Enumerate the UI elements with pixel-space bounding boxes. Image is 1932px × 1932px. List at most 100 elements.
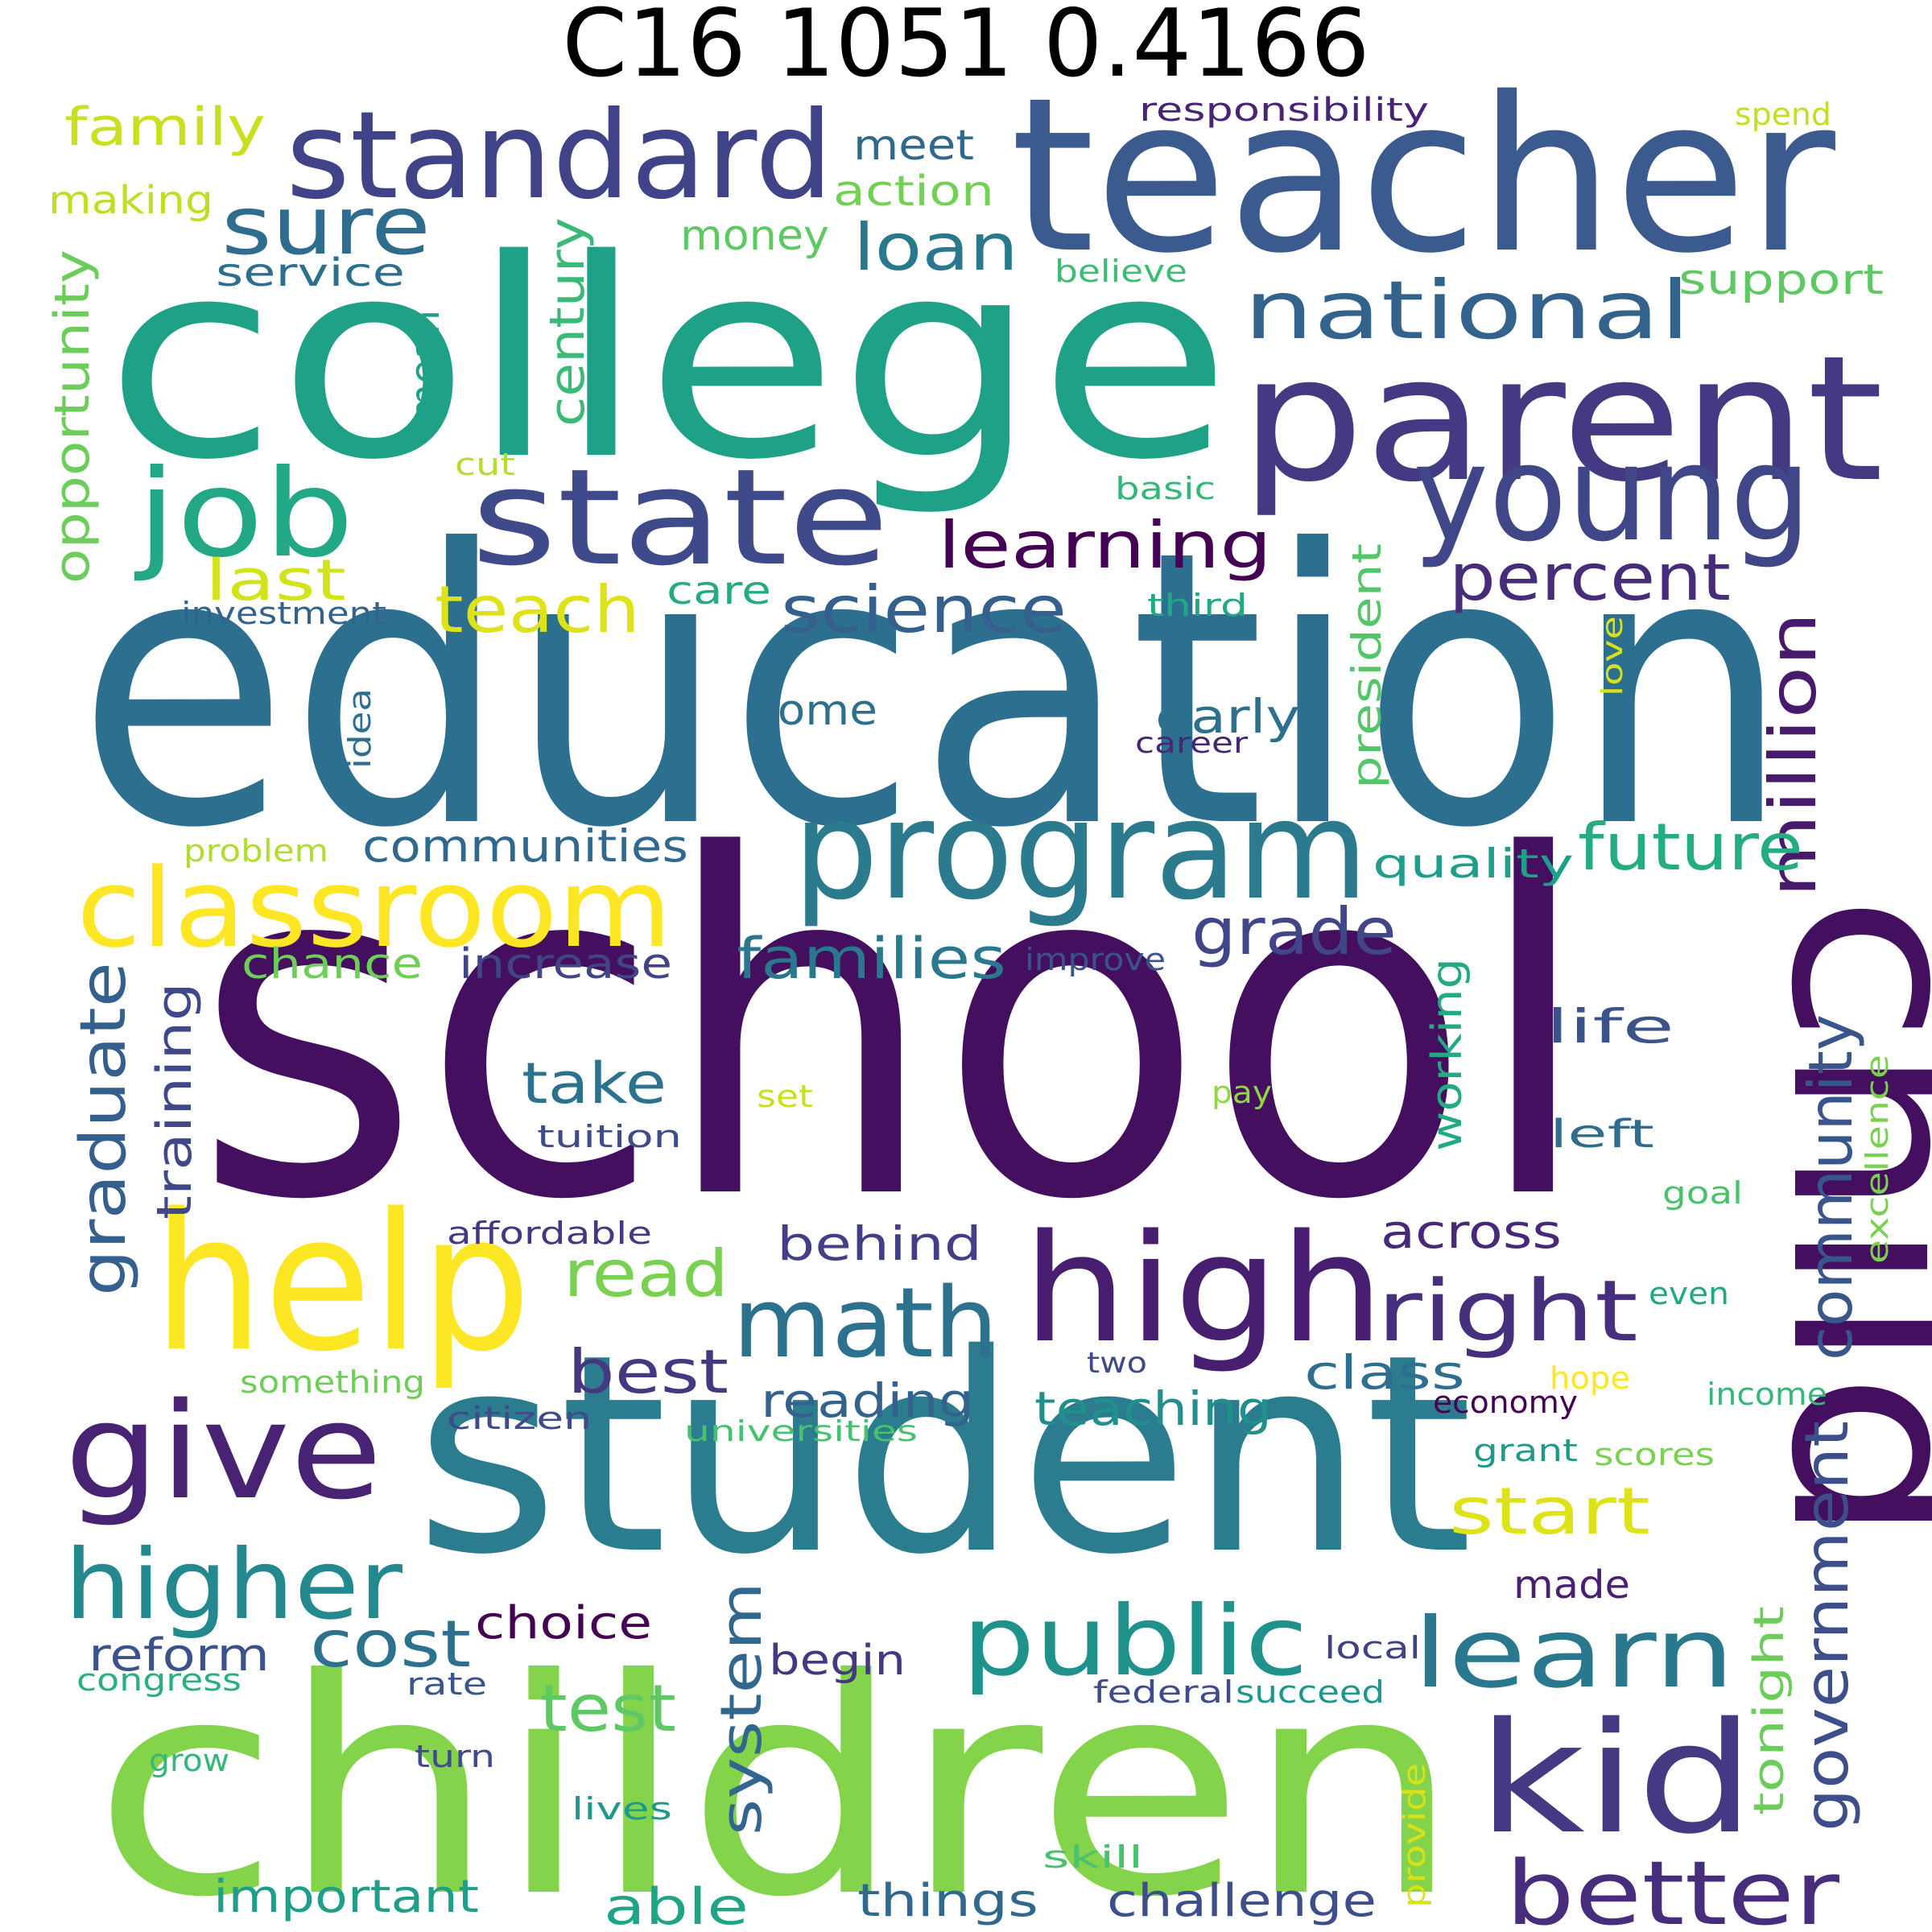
word-cost: cost <box>310 1607 471 1682</box>
word-training: training <box>147 982 203 1220</box>
word-goal: goal <box>1662 1175 1743 1211</box>
word-tuition: tuition <box>537 1119 682 1154</box>
word-system: system <box>708 1582 774 1835</box>
word-believe: believe <box>1055 254 1187 289</box>
word-learning: learning <box>938 508 1272 583</box>
word-mean: mean <box>402 310 448 423</box>
word-pay: pay <box>1212 1075 1272 1110</box>
word-able: able <box>604 1877 749 1932</box>
word-congress: congress <box>76 1662 242 1698</box>
word-excellence: excellence <box>1860 1055 1895 1264</box>
word-love: love <box>1596 616 1629 696</box>
word-state: state <box>471 440 890 595</box>
word-basic: basic <box>1115 471 1216 506</box>
word-improve: improve <box>1025 942 1166 977</box>
word-lives: lives <box>572 1791 672 1827</box>
word-reading: reading <box>761 1373 974 1428</box>
word-across: across <box>1381 1204 1562 1259</box>
word-century: century <box>539 217 596 427</box>
word-affordable: affordable <box>447 1216 652 1251</box>
word-important: important <box>213 1871 479 1923</box>
word-math: math <box>733 1268 998 1380</box>
word-read: read <box>564 1236 729 1311</box>
word-life: life <box>1546 999 1674 1054</box>
word-take: take <box>522 1051 667 1117</box>
word-science: science <box>781 572 1067 647</box>
word-higher: higher <box>64 1530 403 1641</box>
word-children: children <box>93 1616 1461 1932</box>
word-things: things <box>857 1875 1038 1927</box>
word-student: student <box>415 1296 1473 1615</box>
word-high: high <box>1022 1202 1385 1376</box>
word-two: two <box>1087 1347 1147 1380</box>
word-loan: loan <box>853 210 1018 285</box>
word-third: third <box>1147 588 1248 623</box>
word-universities: universities <box>684 1415 918 1448</box>
word-making: making <box>48 178 213 223</box>
word-care: care <box>667 568 771 613</box>
word-set: set <box>757 1079 813 1114</box>
word-action: action <box>833 167 994 216</box>
word-kid: kid <box>1477 1690 1755 1868</box>
word-learn: learn <box>1413 1598 1735 1710</box>
word-national: national <box>1244 263 1690 357</box>
word-president: president <box>1344 543 1390 789</box>
word-money: money <box>680 212 829 260</box>
word-early: early <box>1155 689 1300 744</box>
word-skill: skill <box>1042 1839 1143 1875</box>
word-government: government <box>1791 1421 1862 1831</box>
word-spend: spend <box>1735 97 1831 132</box>
word-choice: choice <box>475 1597 652 1649</box>
word-percent: percent <box>1449 540 1731 615</box>
word-support: support <box>1678 256 1884 304</box>
word-begin: begin <box>769 1637 906 1685</box>
word-even: even <box>1649 1276 1729 1311</box>
word-grow: grow <box>149 1743 229 1778</box>
word-career: career <box>1135 727 1248 760</box>
word-left: left <box>1550 1112 1654 1157</box>
figure-title: C16 1051 0.4166 <box>562 0 1370 98</box>
word-teaching: teaching <box>1034 1381 1272 1436</box>
word-right: right <box>1377 1262 1638 1360</box>
word-million: million <box>1756 612 1831 898</box>
word-program: program <box>793 771 1368 931</box>
word-income: income <box>1707 1377 1827 1412</box>
word-challenge: challenge <box>1107 1875 1377 1927</box>
word-best: best <box>568 1336 729 1407</box>
word-problem: problem <box>184 833 328 869</box>
word-test: test <box>539 1671 676 1746</box>
word-opportunity: opportunity <box>44 250 101 584</box>
word-graduate: graduate <box>68 962 140 1296</box>
word-meet: meet <box>853 122 974 170</box>
word-rate: rate <box>407 1666 487 1702</box>
word-turn: turn <box>415 1739 495 1774</box>
word-parent: parent <box>1240 318 1884 520</box>
word-class: class <box>1304 1345 1465 1400</box>
word-local: local <box>1324 1630 1421 1666</box>
word-last: last <box>205 547 346 613</box>
word-communities: communities <box>362 820 688 872</box>
word-behind: behind <box>777 1216 982 1271</box>
word-future: future <box>1578 810 1803 885</box>
word-provide: provide <box>1397 1763 1432 1908</box>
word-economy: economy <box>1433 1385 1578 1420</box>
word-scores: scores <box>1594 1437 1715 1472</box>
word-public: public <box>962 1586 1308 1698</box>
word-tonight: tonight <box>1745 1606 1794 1815</box>
word-federal: federal <box>1093 1674 1234 1710</box>
word-teacher: teacher <box>1010 52 1838 300</box>
word-grade: grade <box>1191 894 1397 969</box>
word-education: education <box>76 470 1791 910</box>
word-start: start <box>1449 1474 1650 1549</box>
word-increase: increase <box>459 940 672 989</box>
word-standard: standard <box>286 86 833 226</box>
word-chance: chance <box>242 940 423 989</box>
word-idea: idea <box>342 688 378 769</box>
word-investment: investment <box>181 596 386 631</box>
word-succeed: succeed <box>1236 1674 1385 1710</box>
word-quality: quality <box>1373 840 1574 887</box>
word-young: young <box>1413 416 1811 571</box>
word-cut: cut <box>455 447 515 482</box>
word-made: made <box>1513 1563 1630 1608</box>
